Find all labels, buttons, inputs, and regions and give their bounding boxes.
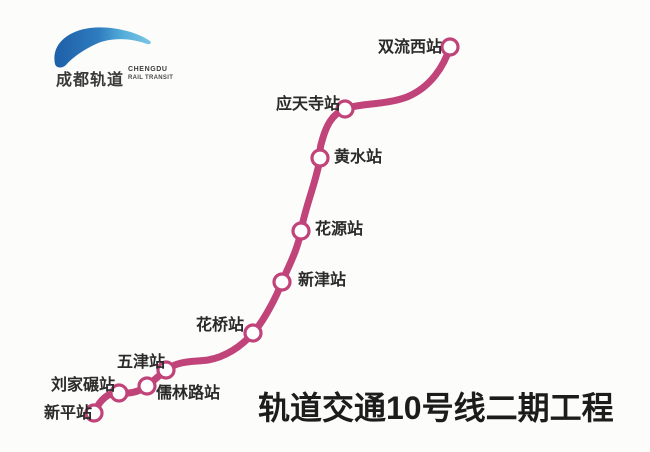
station-marker-huaqiao (243, 323, 263, 343)
station-label-rulinlu: 儒林路站 (156, 385, 221, 402)
logo-en-line1: CHENGDU (128, 66, 168, 73)
station-markers (84, 37, 460, 423)
station-label-xinjin: 新津站 (298, 272, 347, 289)
station-label-yingtiansi: 应天寺站 (276, 96, 341, 113)
station-label-huaqiao: 花桥站 (196, 317, 245, 334)
station-marker-liujianian (109, 383, 129, 403)
logo-cn-text: 成都轨道 (56, 72, 125, 89)
station-marker-yingtiansi (335, 99, 355, 119)
station-label-huayuan: 花源站 (315, 221, 364, 238)
map-title: 轨道交通10号线二期工程 (258, 390, 614, 426)
station-marker-rulinlu (137, 376, 157, 396)
station-marker-shuangliuxi (440, 37, 460, 57)
station-marker-huayuan (291, 221, 311, 241)
station-marker-wujin (156, 360, 176, 380)
station-marker-huangshui (310, 148, 330, 168)
logo-en-line2: RAIL TRANSIT (128, 75, 174, 81)
station-label-shuangliuxi: 双流西站 (378, 39, 443, 56)
station-marker-xinjin (272, 272, 292, 292)
station-label-huangshui: 黄水站 (334, 149, 383, 166)
station-label-wujin: 五津站 (117, 354, 166, 371)
station-label-liujianian: 刘家碾站 (51, 377, 116, 394)
logo-swoosh-icon (54, 27, 151, 68)
station-marker-xinping (84, 403, 104, 423)
station-label-xinping: 新平站 (44, 405, 93, 422)
